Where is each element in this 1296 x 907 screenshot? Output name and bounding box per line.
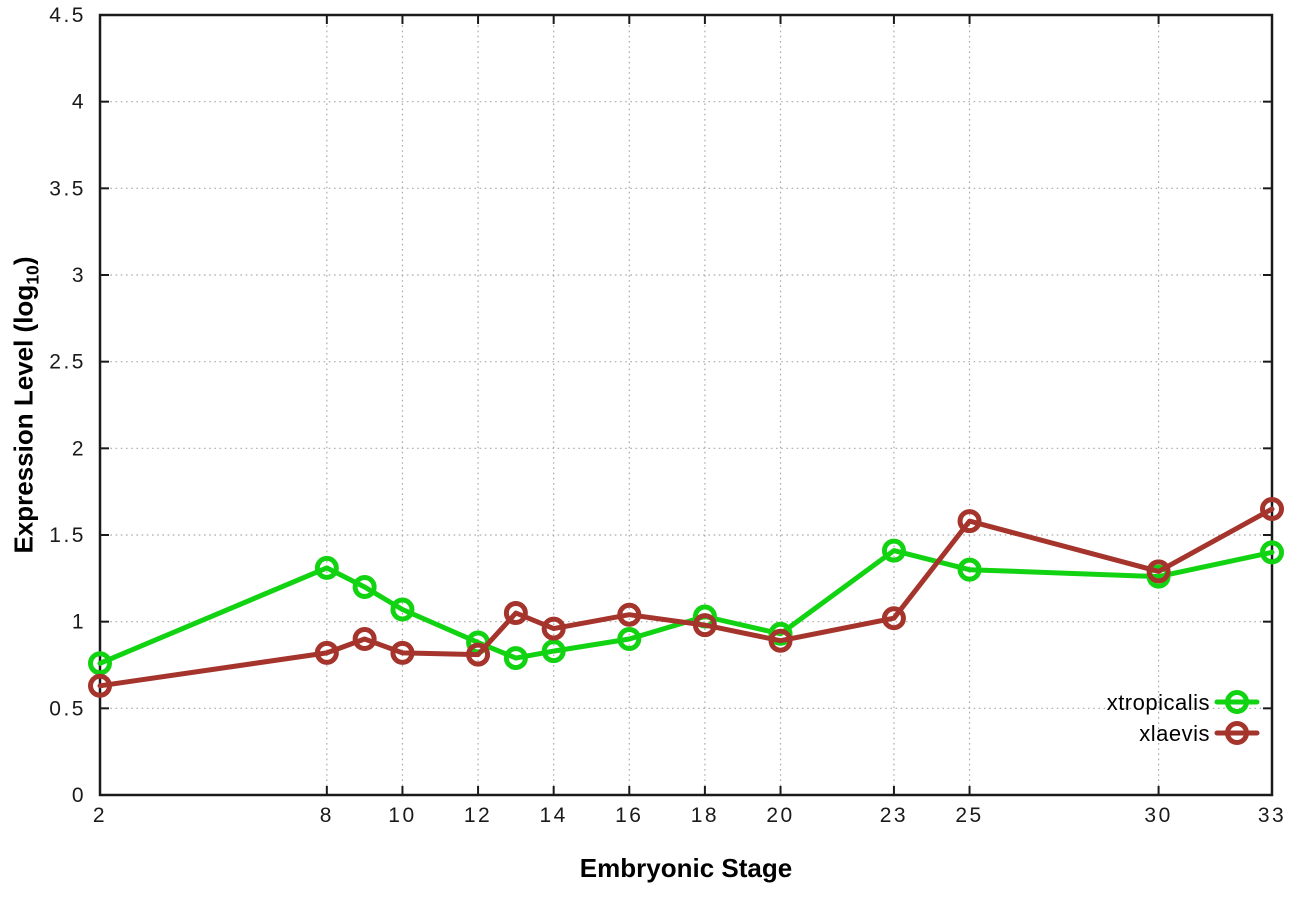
data-point-xtropicalis (881, 538, 906, 563)
data-point-xlaevis (1260, 497, 1284, 521)
data-point-xtropicalis (314, 555, 339, 580)
series-line-xtropicalis (97, 548, 1275, 666)
data-point-xlaevis (503, 601, 528, 625)
y-axis-title: Expression Level (log10) (8, 256, 43, 553)
y-tick-label: 3 (72, 264, 86, 287)
data-point-xtropicalis (1260, 540, 1284, 565)
legend-marker-circle-xtropicalis (1225, 690, 1249, 714)
data-point-xlaevis (390, 640, 415, 665)
y-tick-label: 0 (72, 784, 86, 807)
legend-label-xtropicalis: xtropicalis (1107, 690, 1210, 715)
y-tick-label: 4.5 (49, 4, 86, 27)
data-point-xlaevis (1146, 559, 1171, 584)
y-axis-title-subscript: 10 (22, 265, 43, 285)
y-tick-label: 1 (72, 611, 86, 634)
x-tick-label: 10 (388, 804, 416, 827)
y-tick-label: 0.5 (49, 697, 86, 720)
data-point-xlaevis (541, 616, 566, 641)
data-point-xlaevis (352, 627, 377, 651)
x-tick-label: 25 (955, 804, 983, 827)
x-tick-label: 30 (1144, 804, 1172, 827)
y-axis-title-suffix: ) (8, 256, 39, 266)
x-tick-label: 18 (691, 804, 719, 827)
data-point-xlaevis (88, 673, 112, 698)
data-point-xlaevis (768, 628, 793, 653)
data-point-xtropicalis (617, 627, 642, 651)
y-tick-label: 3.5 (49, 177, 86, 200)
data-point-xtropicalis (352, 575, 377, 599)
data-point-xlaevis (692, 613, 717, 638)
series-line-xlaevis (97, 506, 1275, 689)
x-tick-label: 14 (539, 804, 567, 827)
x-tick-label: 2 (93, 804, 107, 827)
data-point-xlaevis (957, 509, 982, 534)
x-tick-label: 20 (766, 804, 794, 827)
y-axis-title-text: Expression Level (log (8, 284, 39, 554)
plot-border (98, 13, 1274, 797)
y-tick-label: 4 (72, 91, 86, 114)
legend-marker-circle-xlaevis (1225, 721, 1249, 745)
x-tick-label: 33 (1258, 804, 1286, 827)
x-tick-label: 23 (880, 804, 908, 827)
data-point-xtropicalis (88, 651, 112, 676)
data-point-xlaevis (881, 606, 906, 631)
data-point-xlaevis (466, 642, 491, 667)
x-tick-label: 12 (464, 804, 492, 827)
y-tick-label: 2 (72, 437, 86, 460)
data-point-xtropicalis (957, 557, 982, 582)
x-tick-label: 8 (320, 804, 334, 827)
y-tick-label: 2.5 (49, 351, 86, 374)
data-point-xtropicalis (503, 646, 528, 671)
data-point-xlaevis (314, 640, 339, 665)
x-axis-title: Embryonic Stage (579, 853, 793, 883)
x-tick-label: 16 (615, 804, 643, 827)
data-point-xlaevis (617, 602, 642, 627)
data-point-xtropicalis (541, 639, 566, 664)
legend-label-xlaevis: xlaevis (1139, 721, 1210, 746)
data-point-xtropicalis (390, 597, 415, 622)
y-tick-label: 1.5 (49, 524, 86, 547)
